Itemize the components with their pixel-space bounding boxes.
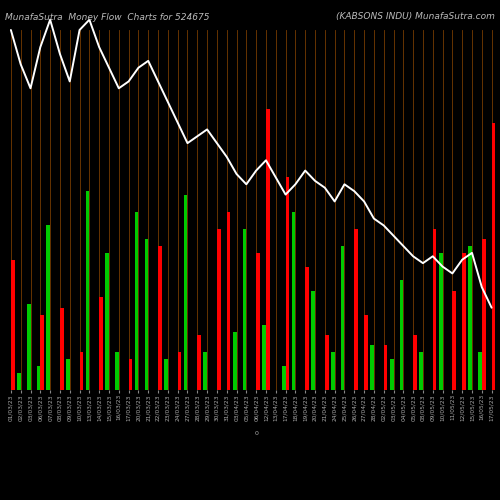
Bar xyxy=(217,229,220,390)
Bar xyxy=(286,178,290,390)
Bar xyxy=(164,359,168,390)
Bar xyxy=(282,366,286,390)
Bar xyxy=(17,373,20,390)
Bar xyxy=(312,290,315,390)
Bar xyxy=(256,253,260,390)
Bar xyxy=(478,352,482,390)
Bar xyxy=(204,352,207,390)
Bar xyxy=(266,109,270,390)
Bar xyxy=(99,298,103,390)
Bar xyxy=(46,226,50,390)
Bar xyxy=(413,335,417,390)
Text: 0: 0 xyxy=(254,431,258,436)
Bar xyxy=(158,246,162,390)
Bar xyxy=(400,280,404,390)
Bar xyxy=(262,325,266,390)
Bar xyxy=(106,253,109,390)
Bar xyxy=(340,246,344,390)
Bar xyxy=(226,212,230,390)
Bar xyxy=(60,308,64,390)
Bar xyxy=(198,335,201,390)
Bar xyxy=(115,352,119,390)
Bar xyxy=(305,266,309,390)
Bar xyxy=(384,346,388,390)
Bar xyxy=(66,359,70,390)
Bar xyxy=(390,359,394,390)
Bar xyxy=(331,352,334,390)
Bar xyxy=(36,366,40,390)
Bar xyxy=(364,314,368,390)
Bar xyxy=(178,352,182,390)
Bar xyxy=(325,335,328,390)
Bar xyxy=(242,229,246,390)
Bar xyxy=(292,212,296,390)
Bar xyxy=(233,332,236,390)
Bar xyxy=(432,229,436,390)
Bar xyxy=(492,122,496,390)
Bar xyxy=(184,194,188,390)
Bar xyxy=(419,352,423,390)
Bar xyxy=(40,314,44,390)
Bar xyxy=(354,229,358,390)
Bar xyxy=(452,290,456,390)
Bar xyxy=(462,253,466,390)
Bar xyxy=(439,253,442,390)
Bar xyxy=(11,260,15,390)
Text: MunafaSutra  Money Flow  Charts for 524675: MunafaSutra Money Flow Charts for 524675 xyxy=(5,12,210,22)
Bar xyxy=(370,346,374,390)
Bar xyxy=(128,359,132,390)
Bar xyxy=(144,239,148,390)
Bar xyxy=(468,246,472,390)
Text: (KABSONS INDU) MunafaSutra.com: (KABSONS INDU) MunafaSutra.com xyxy=(336,12,495,22)
Bar xyxy=(134,212,138,390)
Bar xyxy=(86,191,89,390)
Bar xyxy=(80,352,84,390)
Bar xyxy=(482,239,486,390)
Bar xyxy=(27,304,30,390)
